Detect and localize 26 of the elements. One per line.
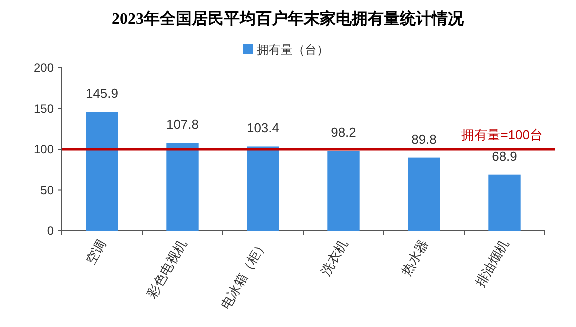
- data-label: 103.4: [246, 120, 280, 136]
- data-label: 98.2: [331, 124, 356, 140]
- data-label: 145.9: [86, 86, 119, 102]
- x-tick-label: 洗衣机: [318, 237, 350, 278]
- bar: [488, 174, 521, 231]
- bar: [328, 150, 360, 231]
- x-tick-label: 热水器: [398, 237, 431, 278]
- x-tick-label: 排油烟机: [472, 237, 512, 290]
- x-tick-label: 彩色电视机: [144, 237, 190, 301]
- y-tick-label: 100: [34, 142, 54, 156]
- legend-label: 拥有量（台）: [257, 43, 329, 57]
- data-label: 68.9: [492, 148, 518, 164]
- bar: [86, 112, 118, 231]
- data-label: 107.8: [166, 117, 200, 132]
- x-tick-label: 电冰箱（柜）: [218, 237, 270, 312]
- ref-line-label: 拥有量=100台: [462, 128, 543, 142]
- data-label: 89.8: [412, 132, 437, 147]
- bar: [166, 143, 199, 231]
- x-tick-label: 空调: [82, 237, 109, 268]
- bar: [408, 158, 440, 231]
- y-tick-label: 200: [34, 61, 54, 75]
- chart-title: 2023年全国居民平均百户年末家电拥有量统计情况: [112, 9, 465, 28]
- y-tick-label: 150: [34, 102, 54, 116]
- bar: [247, 146, 280, 231]
- y-tick-label: 50: [40, 183, 54, 198]
- y-tick-label: 0: [47, 224, 54, 238]
